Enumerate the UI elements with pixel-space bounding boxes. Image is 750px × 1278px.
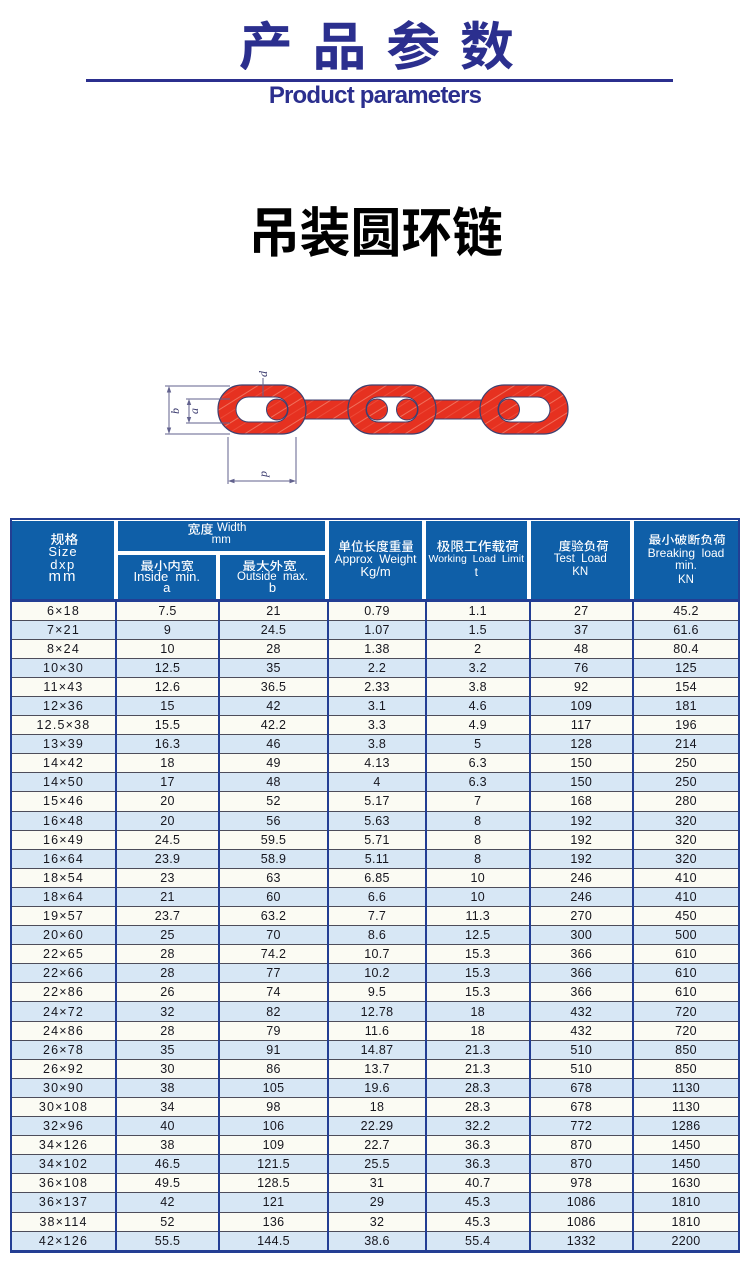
svg-text:b: b xyxy=(168,408,182,414)
svg-text:a: a xyxy=(187,408,201,414)
svg-text:p: p xyxy=(256,471,270,478)
svg-text:d: d xyxy=(256,370,270,377)
